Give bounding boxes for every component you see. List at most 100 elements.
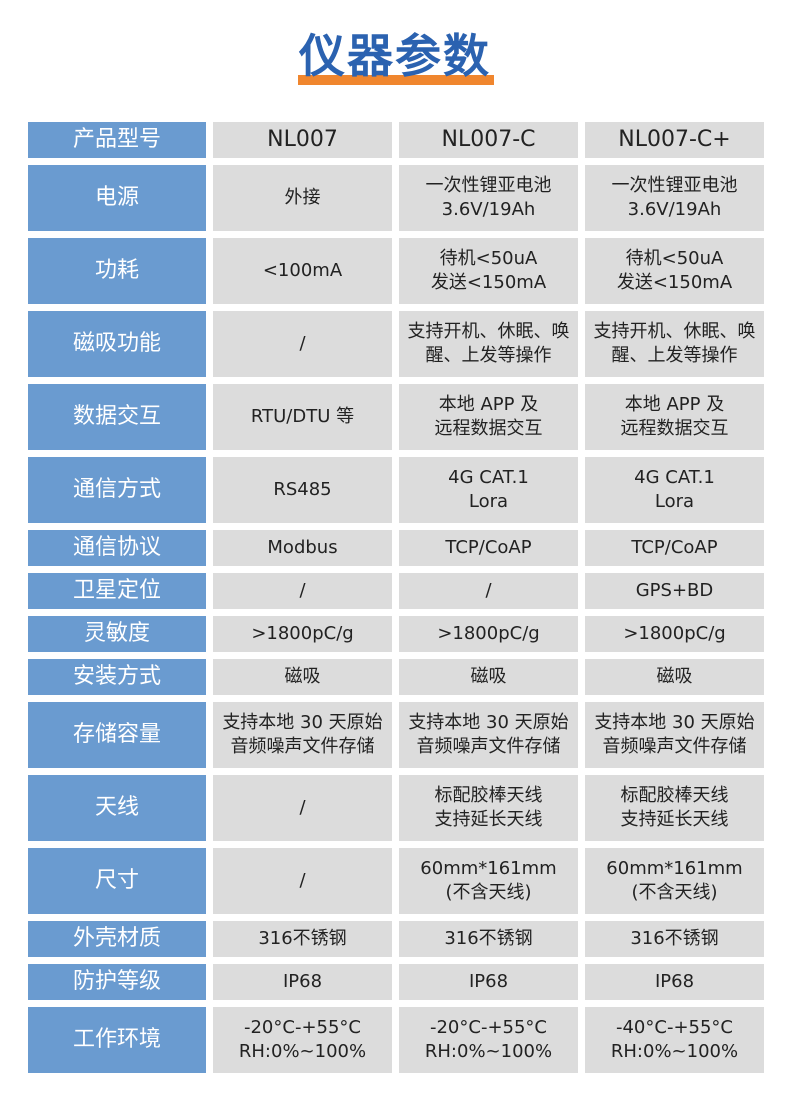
cell-text: GPS+BD (635, 580, 714, 601)
cell-text: RH:0%~100% (610, 1041, 739, 1062)
cell-text: IP68 (468, 971, 509, 992)
cell-text: 支持本地 30 天原始 (222, 712, 383, 733)
table-cell: 本地 APP 及远程数据交互 (399, 384, 578, 450)
cell-text: / (485, 580, 492, 601)
cell-text: 支持开机、休眠、唤 (593, 321, 756, 342)
cell-text: >1800pC/g (437, 623, 540, 644)
table-row: 防护等级 IP68 IP68 IP68 (28, 964, 764, 1000)
cell-text: 磁吸 (656, 666, 693, 687)
cell-text: NL007 (267, 127, 338, 152)
table-cell: >1800pC/g (585, 616, 764, 652)
table-cell: 标配胶棒天线 支持延长天线 (585, 775, 764, 841)
table-cell: 本地 APP 及远程数据交互 (585, 384, 764, 450)
cell-text: 磁吸 (284, 666, 321, 687)
cell-text: 支持延长天线 (620, 809, 729, 830)
cell-text: 标配胶棒天线 (620, 785, 729, 806)
cell-text: 316不锈钢 (630, 928, 719, 949)
table-cell: 支持开机、休眠、唤 醒、上发等操作 (399, 311, 578, 377)
cell-text: IP68 (654, 971, 695, 992)
table-row: 通信方式 RS485 4G CAT.1 Lora 4G CAT.1 Lora (28, 457, 764, 523)
cell-text: / (299, 333, 306, 354)
cell-text: >1800pC/g (251, 623, 354, 644)
row-label: 防护等级 (28, 964, 206, 1000)
table-cell: Modbus (213, 530, 392, 566)
cell-text: NL007-C (441, 127, 536, 152)
table-cell: >1800pC/g (213, 616, 392, 652)
cell-text: 4G CAT.1 (634, 467, 715, 488)
table-cell: / (213, 775, 392, 841)
table-cell: / (399, 573, 578, 609)
table-cell: GPS+BD (585, 573, 764, 609)
cell-text: / (299, 580, 306, 601)
row-label: 尺寸 (28, 848, 206, 914)
cell-text: RH:0%~100% (238, 1041, 367, 1062)
table-row: 电源 外接 一次性锂亚电池 3.6V/19Ah 一次性锂亚电池 3.6V/19Ah (28, 165, 764, 231)
table-row: 数据交互 RTU/DTU 等 本地 APP 及远程数据交互 本地 APP 及远程数据交… (28, 384, 764, 450)
cell-text: 发送<150mA (430, 272, 547, 293)
table-cell: NL007-C+ (585, 122, 764, 158)
row-label: 通信方式 (28, 457, 206, 523)
table-row: 工作环境 -20°C-+55°C RH:0%~100% -20°C-+55°C RH:0… (28, 1007, 764, 1073)
table-cell: 支持开机、休眠、唤 醒、上发等操作 (585, 311, 764, 377)
cell-text: RH:0%~100% (424, 1041, 553, 1062)
row-label: 工作环境 (28, 1007, 206, 1073)
cell-text: 支持开机、休眠、唤 (407, 321, 570, 342)
cell-text: >1800pC/g (623, 623, 726, 644)
cell-text: TCP/CoAP (631, 537, 718, 558)
cell-text: (不含天线) (445, 882, 532, 903)
spec-table: 产品型号 NL007 NL007-C NL007-C+ 电源 外接 一次性锂亚电池 3.6V/… (21, 115, 771, 1080)
table-cell: <100mA (213, 238, 392, 304)
table-row: 功耗 <100mA 待机<50uA 发送<150mA 待机<50uA 发送<150mA (28, 238, 764, 304)
cell-text: Lora (468, 491, 509, 512)
cell-text: 发送<150mA (616, 272, 733, 293)
table-cell: -40°C-+55°C RH:0%~100% (585, 1007, 764, 1073)
page-title: 仪器参数 (299, 29, 491, 83)
cell-text: 本地 APP 及 (624, 394, 725, 415)
cell-text: 60mm*161mm (420, 858, 557, 879)
cell-text: 3.6V/19Ah (441, 199, 536, 220)
cell-text: 音频噪声文件存储 (602, 736, 747, 757)
table-cell: 磁吸 (585, 659, 764, 695)
cell-text: 支持本地 30 天原始 (408, 712, 569, 733)
table-cell: 外接 (213, 165, 392, 231)
table-cell: 60mm*161mm (不含天线) (585, 848, 764, 914)
cell-text: 音频噪声文件存储 (416, 736, 561, 757)
table-cell: 316不锈钢 (213, 921, 392, 957)
table-row: 灵敏度 >1800pC/g >1800pC/g >1800pC/g (28, 616, 764, 652)
row-label: 卫星定位 (28, 573, 206, 609)
title-underline (298, 75, 494, 85)
table-cell: 一次性锂亚电池 3.6V/19Ah (399, 165, 578, 231)
cell-text: 60mm*161mm (606, 858, 743, 879)
row-label: 灵敏度 (28, 616, 206, 652)
cell-text: -20°C-+55°C (243, 1017, 362, 1038)
table-cell: IP68 (399, 964, 578, 1000)
table-cell: RTU/DTU 等 (213, 384, 392, 450)
cell-text: 音频噪声文件存储 (230, 736, 375, 757)
row-label: 电源 (28, 165, 206, 231)
cell-text: IP68 (282, 971, 323, 992)
table-cell: 4G CAT.1 Lora (399, 457, 578, 523)
cell-text: -40°C-+55°C (615, 1017, 734, 1038)
cell-text: 316不锈钢 (444, 928, 533, 949)
table-cell: 磁吸 (399, 659, 578, 695)
table-cell: 316不锈钢 (585, 921, 764, 957)
table-row: 外壳材质 316不锈钢 316不锈钢 316不锈钢 (28, 921, 764, 957)
table-cell: 60mm*161mm (不含天线) (399, 848, 578, 914)
cell-text: -20°C-+55°C (429, 1017, 548, 1038)
table-cell: 待机<50uA 发送<150mA (585, 238, 764, 304)
cell-text: RTU/DTU 等 (250, 406, 355, 427)
table-cell: IP68 (585, 964, 764, 1000)
cell-text: 醒、上发等操作 (611, 345, 738, 366)
row-label: 数据交互 (28, 384, 206, 450)
cell-text: 支持本地 30 天原始 (594, 712, 755, 733)
table-row: 尺寸 / 60mm*161mm (不含天线) 60mm*161mm (不含天线) (28, 848, 764, 914)
table-cell: RS485 (213, 457, 392, 523)
row-label: 存储容量 (28, 702, 206, 768)
cell-text: 一次性锂亚电池 (425, 175, 552, 196)
cell-text: 4G CAT.1 (448, 467, 529, 488)
cell-text: 待机<50uA (439, 248, 538, 269)
cell-text: 外接 (284, 187, 321, 208)
cell-text: 一次性锂亚电池 (611, 175, 738, 196)
table-cell: 待机<50uA 发送<150mA (399, 238, 578, 304)
cell-text: 标配胶棒天线 (434, 785, 543, 806)
